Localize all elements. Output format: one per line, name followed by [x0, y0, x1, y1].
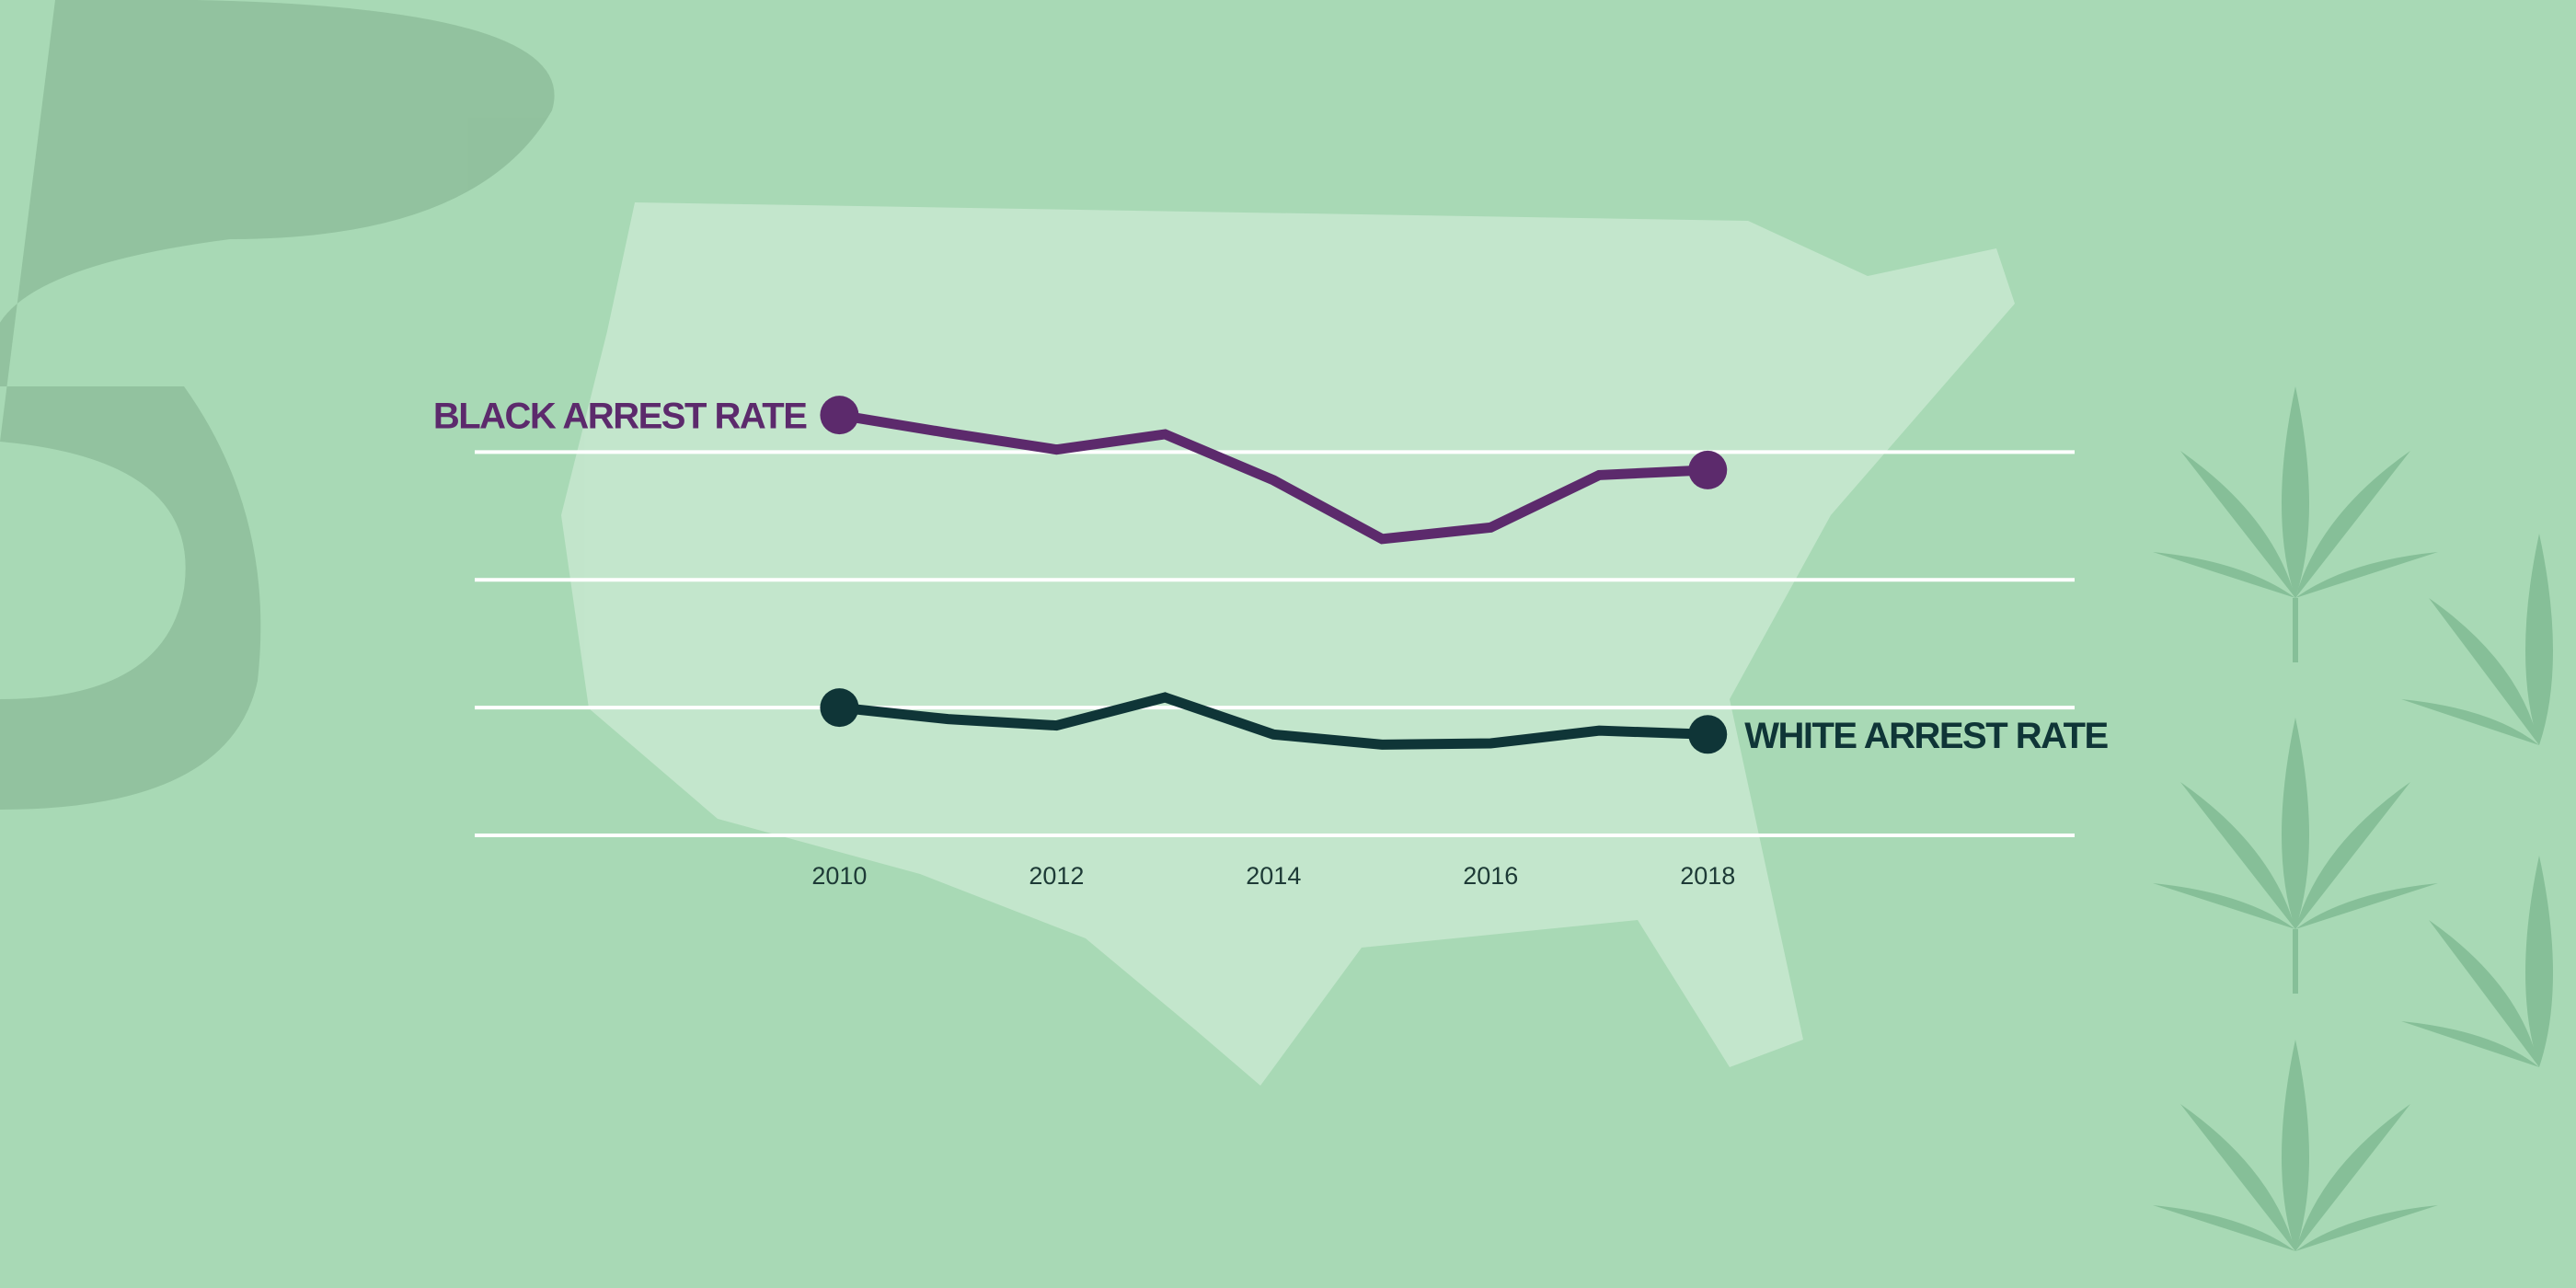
end-point [1688, 715, 1728, 754]
series-label: WHITE ARREST RATE [1744, 716, 2108, 756]
map-silhouette [561, 202, 2015, 1086]
series-line [838, 409, 1708, 545]
x-tick-label: 2016 [1463, 862, 1518, 890]
end-point [1688, 450, 1728, 489]
x-tick-label: 2012 [1029, 862, 1084, 890]
x-tick-label: 2010 [811, 862, 867, 890]
end-point [820, 688, 859, 728]
handcuffs [0, 0, 555, 810]
decoration [0, 0, 2015, 1086]
end-point [820, 396, 859, 435]
series-label: BLACK ARREST RATE [433, 397, 807, 437]
leaves [2153, 386, 2576, 1251]
series-line [838, 692, 1708, 750]
x-tick-label: 2014 [1246, 862, 1301, 890]
x-tick-label: 2018 [1680, 862, 1735, 890]
